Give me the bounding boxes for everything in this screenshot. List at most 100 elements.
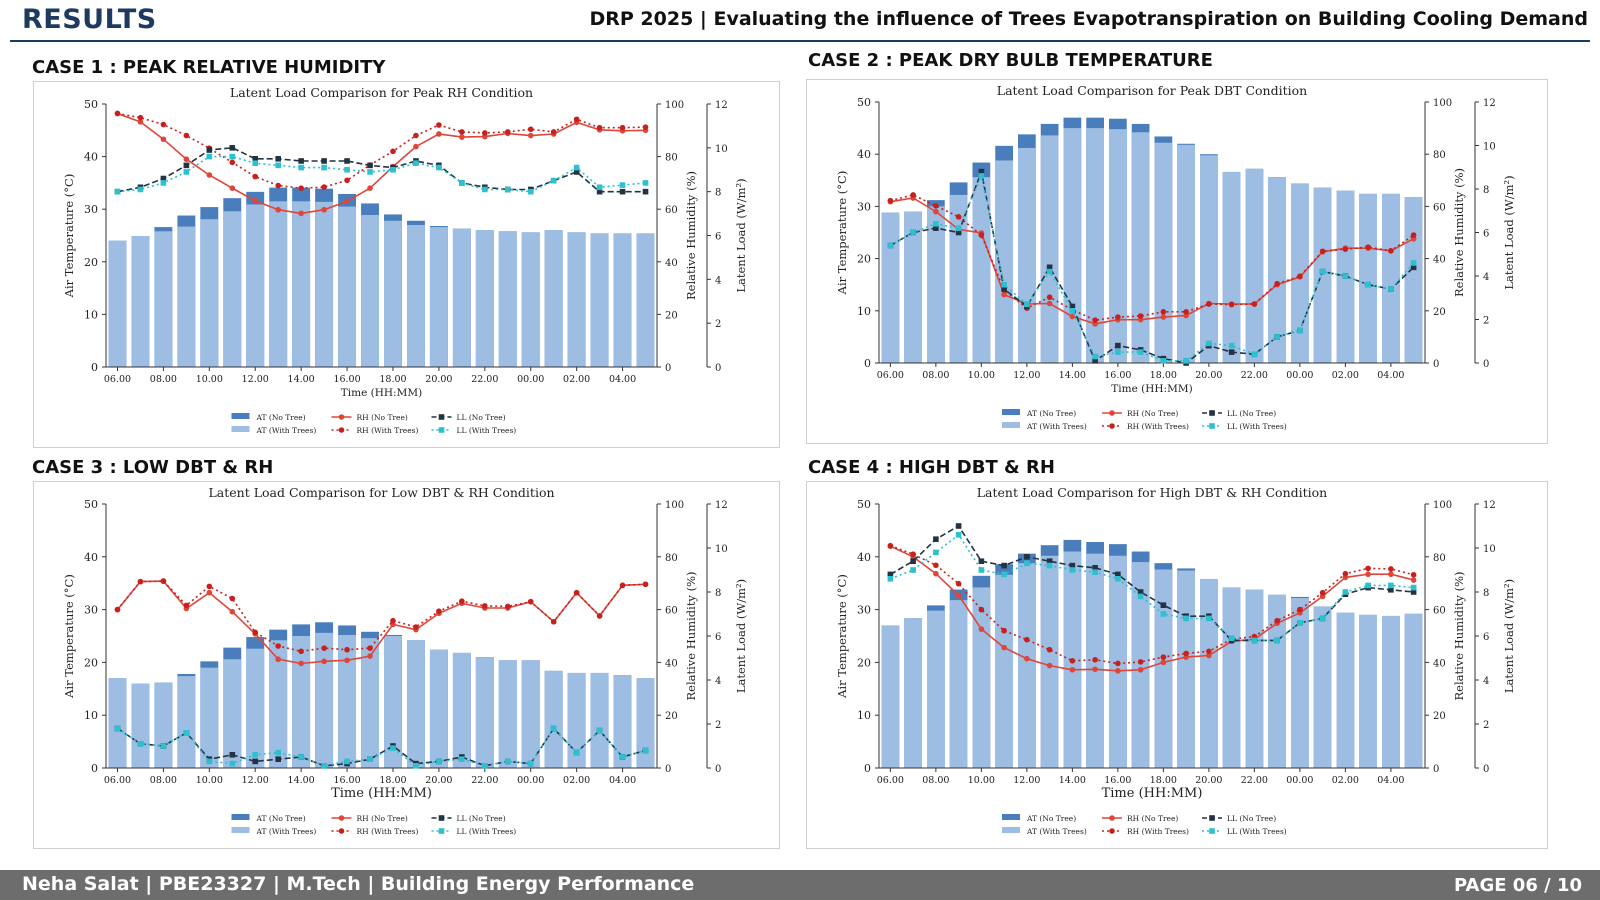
bar-at-with-trees	[1154, 142, 1173, 363]
point-ll-with-trees	[298, 164, 304, 171]
ll-tick-label: 2	[715, 319, 721, 330]
temp-tick-label: 40	[857, 148, 871, 161]
point-rh-with-trees	[550, 129, 557, 135]
temp-tick-label: 40	[84, 151, 98, 164]
bar-at-with-trees	[498, 660, 517, 768]
point-rh-with-trees	[1319, 589, 1326, 596]
chart-case-2-svg: Latent Load Comparison for Peak DBT Cond…	[835, 83, 1516, 431]
point-ll-with-trees	[1251, 637, 1258, 644]
point-rh-with-trees	[229, 595, 236, 602]
bar-at-with-trees	[1359, 193, 1377, 363]
bar-at-with-trees	[384, 220, 402, 367]
point-rh-with-trees	[1183, 309, 1189, 315]
bar-at-with-trees	[1404, 613, 1423, 768]
point-rh-with-trees	[933, 203, 939, 209]
x-tick-label: 08.00	[150, 374, 177, 385]
point-rh-with-trees	[206, 583, 213, 590]
point-rh-no-tree	[206, 172, 213, 178]
point-ll-with-trees	[1388, 286, 1394, 292]
point-rh-with-trees	[887, 542, 894, 549]
bar-at-with-trees	[904, 211, 922, 363]
legend-label: AT (With Trees)	[1026, 827, 1087, 836]
point-rh-no-tree	[1046, 662, 1053, 669]
legend-label: LL (With Trees)	[1227, 827, 1287, 836]
bar-at-with-trees	[995, 160, 1013, 363]
legend-label: LL (No Tree)	[457, 814, 506, 823]
line-ll-no-tree	[890, 168, 1415, 364]
point-rh-no-tree	[459, 134, 465, 140]
chart-case-3-svg: Latent Load Comparison for Low DBT & RH …	[62, 485, 748, 836]
point-ll-with-trees	[550, 177, 557, 184]
point-ll-no-tree	[933, 536, 939, 542]
legend-label: AT (With Trees)	[256, 827, 317, 836]
point-rh-with-trees	[1342, 570, 1349, 577]
point-rh-with-trees	[955, 214, 962, 220]
point-ll-with-trees	[367, 169, 373, 175]
bar-at-with-trees	[949, 194, 968, 363]
bar-at-with-trees	[1245, 168, 1264, 363]
point-ll-with-trees	[978, 173, 985, 179]
legend-label: RH (No Tree)	[357, 413, 408, 422]
point-rh-no-tree	[1046, 300, 1053, 307]
temp-axis-label: Air Temperature (°C)	[835, 171, 849, 296]
x-tick-label: 08.00	[150, 775, 177, 786]
point-ll-with-trees	[1046, 562, 1053, 569]
point-rh-with-trees	[436, 608, 442, 614]
point-rh-with-trees	[298, 185, 304, 191]
point-ll-with-trees	[1001, 571, 1007, 578]
point-rh-with-trees	[1206, 648, 1212, 655]
point-ll-with-trees	[1365, 582, 1371, 589]
rh-tick-label: 60	[1433, 606, 1446, 617]
point-ll-no-tree	[298, 158, 304, 164]
x-tick-label: 14.00	[288, 374, 315, 385]
bar-at-with-trees	[1313, 606, 1332, 768]
point-ll-no-tree	[1410, 589, 1417, 595]
point-rh-with-trees	[527, 126, 534, 133]
ll-tick-label: 4	[715, 275, 721, 286]
point-rh-with-trees	[1274, 280, 1280, 287]
point-rh-with-trees	[1046, 294, 1053, 301]
chart-title: Latent Load Comparison for High DBT & RH…	[977, 485, 1327, 500]
point-ll-with-trees	[887, 242, 894, 249]
bar-at-with-trees	[544, 670, 563, 768]
point-rh-no-tree	[1410, 577, 1417, 583]
ll-tick-label: 0	[715, 764, 721, 775]
x-tick-label: 10.00	[968, 370, 995, 381]
bar-at-with-trees	[452, 228, 471, 367]
point-rh-with-trees	[642, 581, 649, 588]
point-ll-with-trees	[642, 180, 649, 186]
x-tick-label: 02.00	[1332, 370, 1359, 381]
rh-tick-label: 100	[665, 500, 684, 511]
point-rh-with-trees	[596, 613, 603, 619]
bar-at-with-trees	[1131, 132, 1150, 363]
bar-at-with-trees	[292, 201, 311, 367]
bar-at-with-trees	[475, 230, 494, 367]
point-rh-with-trees	[1115, 660, 1121, 667]
point-rh-no-tree	[321, 206, 327, 213]
point-rh-no-tree	[344, 657, 350, 664]
bar-at-with-trees	[1040, 555, 1059, 768]
legend-label: AT (No Tree)	[256, 413, 306, 422]
point-rh-with-trees	[1365, 244, 1371, 250]
x-tick-label: 14.00	[1059, 370, 1086, 381]
point-rh-with-trees	[436, 122, 442, 128]
temp-axis-label: Air Temperature (°C)	[62, 174, 76, 299]
point-ll-with-trees	[344, 758, 350, 765]
point-ll-no-tree	[344, 158, 350, 164]
footer-bar: Neha Salat | PBE23327 | M.Tech | Buildin…	[0, 870, 1600, 900]
bar-at-with-trees	[108, 240, 127, 367]
point-ll-with-trees	[550, 725, 557, 732]
x-tick-label: 20.00	[425, 374, 452, 385]
temp-tick-label: 10	[84, 308, 98, 321]
bar-at-with-trees	[338, 206, 357, 367]
x-tick-label: 16.00	[333, 775, 360, 786]
point-rh-with-trees	[1024, 636, 1030, 643]
point-ll-no-tree	[933, 225, 939, 231]
bar-at-with-trees	[269, 201, 288, 367]
legend-label: LL (No Tree)	[1227, 409, 1276, 418]
point-ll-no-tree	[1160, 602, 1167, 608]
point-rh-with-trees	[137, 114, 144, 121]
point-rh-with-trees	[321, 184, 327, 190]
point-rh-no-tree	[1092, 666, 1098, 673]
rh-tick-label: 80	[665, 553, 678, 564]
